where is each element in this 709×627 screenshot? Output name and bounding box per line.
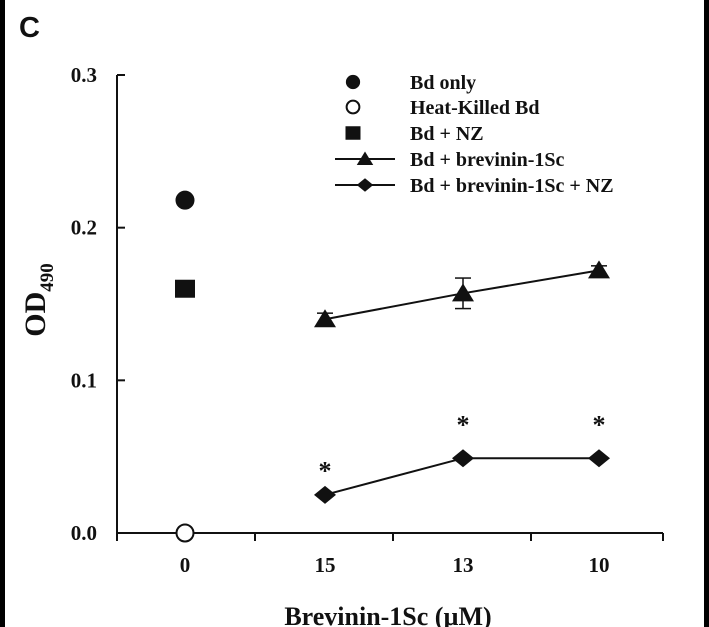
y-tick-label: 0.2 (71, 216, 97, 240)
legend-entry: Bd + brevinin-1Sc + NZ (335, 175, 614, 197)
series-heat-killed-bd (175, 523, 195, 543)
significance-marker: * (593, 411, 606, 440)
legend-label: Bd + NZ (410, 123, 484, 145)
axes: 0.0 0.1 0.2 0.3 0 15 13 10 (71, 63, 664, 577)
data-point (175, 279, 195, 298)
x-tick-label: 10 (589, 553, 610, 577)
legend-label: Bd only (410, 72, 476, 94)
data-point (175, 523, 195, 543)
series-bd-brevinin-1sc-nz (314, 449, 610, 504)
y-axis-label: OD490 (19, 263, 58, 337)
y-tick-label: 0.1 (71, 368, 97, 392)
series-layer: * * * (175, 190, 610, 543)
y-axis-label-subscript: 490 (37, 263, 58, 292)
data-point (588, 260, 610, 279)
chart: 0.0 0.1 0.2 0.3 0 15 13 10 * * * Bd only Heat-Kill… (19, 63, 664, 627)
legend-entry: Bd + brevinin-1Sc (335, 149, 565, 171)
x-tick-label: 0 (180, 553, 191, 577)
panel-label: C (19, 12, 40, 44)
data-point (314, 485, 336, 504)
series-bd-only (175, 190, 195, 210)
x-axis-label: Brevinin-1Sc (µM) (284, 602, 491, 627)
series-bd-nz (175, 279, 195, 298)
data-point (588, 449, 610, 468)
data-point (175, 190, 195, 210)
legend-entry: Heat-Killed Bd (345, 97, 539, 119)
legend-entry: Bd + NZ (345, 123, 484, 145)
significance-marker: * (457, 411, 470, 440)
significance-marker: * (319, 456, 332, 485)
legend-marker (345, 74, 361, 90)
x-tick-label: 13 (453, 553, 474, 577)
legend: Bd only Heat-Killed Bd Bd + NZ Bd + brevini… (335, 72, 614, 197)
legend-marker (345, 126, 361, 140)
data-point (452, 283, 474, 302)
legend-entry: Bd only (345, 72, 476, 94)
x-tick-label: 15 (315, 553, 336, 577)
y-axis-label-main: OD (19, 292, 52, 337)
y-tick-label: 0.3 (71, 63, 97, 87)
figure-panel: C 0.0 0.1 0.2 0.3 0 15 13 10 * * * Bd only Heat-Ki… (5, 0, 704, 627)
series-bd-brevinin-1sc (314, 260, 610, 328)
y-tick-label: 0.0 (71, 521, 97, 545)
data-point (452, 449, 474, 468)
legend-marker (356, 178, 374, 192)
legend-label: Heat-Killed Bd (410, 97, 539, 119)
legend-label: Bd + brevinin-1Sc + NZ (410, 175, 614, 197)
data-point (314, 309, 336, 328)
legend-marker (356, 151, 374, 165)
legend-marker (345, 99, 361, 115)
legend-label: Bd + brevinin-1Sc (410, 149, 565, 171)
